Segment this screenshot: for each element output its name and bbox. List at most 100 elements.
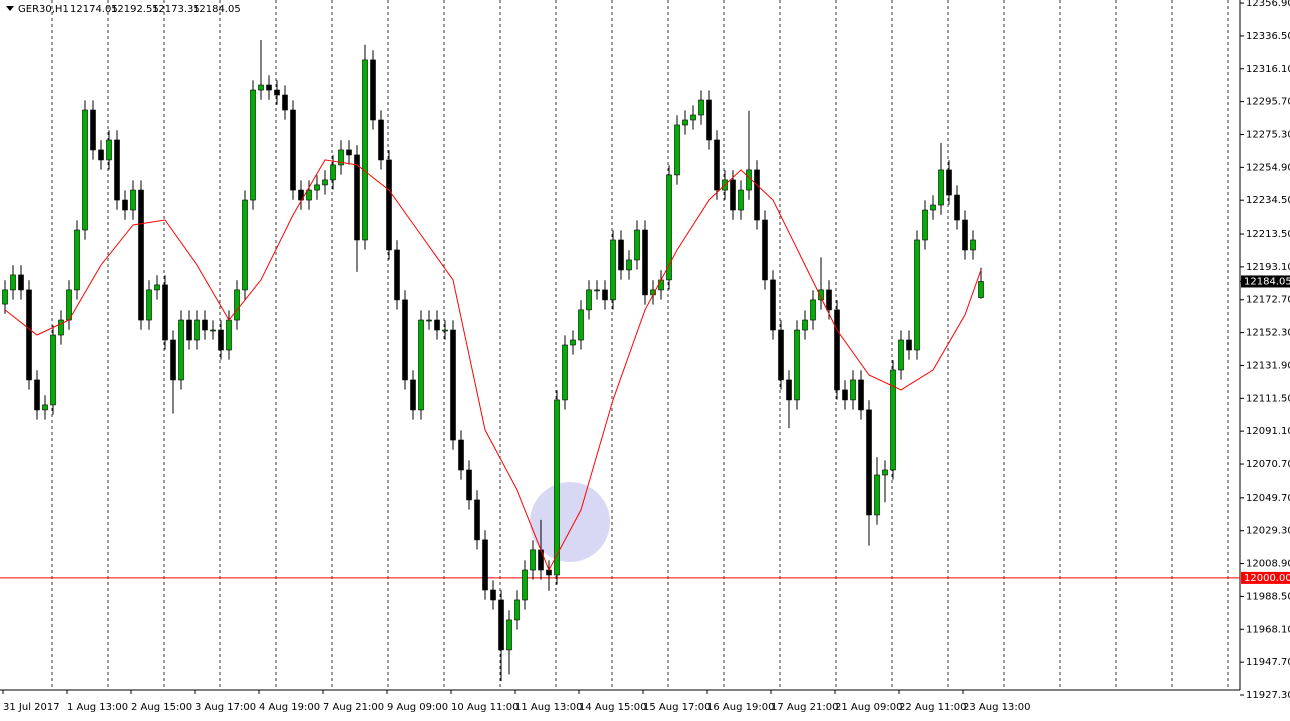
candle-body [50,334,56,406]
candle-body [210,329,216,332]
candle-body [458,439,464,471]
candle-body [306,189,312,201]
candle-body [42,404,48,411]
candle-body [282,94,288,111]
candle-body [426,319,432,322]
candle-body [82,109,88,231]
candle-body [530,549,536,571]
candle-body [786,379,792,401]
candle-body [74,229,80,291]
candle-body [130,189,136,211]
price-box [1241,275,1290,288]
candle-body [98,149,104,161]
candle-body [490,589,496,601]
candle-body [242,199,248,291]
candle-body [906,339,912,351]
candle-body [66,289,72,321]
y-tick-label: 11988.50 [1246,591,1290,602]
candle-body [802,319,808,331]
candle-body [58,319,64,336]
candle-body [634,229,640,261]
header-close: 12184.05 [193,4,241,15]
candle-body [314,184,320,191]
candle-body [674,124,680,176]
candle-body [114,139,120,201]
candle-body [874,474,880,516]
candle-body [658,279,664,291]
y-tick-label: 12070.70 [1246,459,1290,470]
candle-body [882,469,888,476]
candle-body [954,194,960,221]
candle-body [922,209,928,241]
candle-body [754,169,760,221]
x-tick-label: 17 Aug 21:00 [771,702,838,713]
candle-body [138,189,144,321]
candle-body [466,469,472,501]
candle-body [90,109,96,151]
candle-body [714,139,720,191]
candle-body [578,309,584,341]
candle-body [202,319,208,331]
y-tick-label: 12008.90 [1246,559,1290,570]
y-tick-label: 12316.10 [1246,64,1290,75]
price-label: 12184.05 [1244,276,1290,287]
candle-body [690,114,696,121]
x-tick-label: 15 Aug 17:00 [643,702,710,713]
x-tick-label: 14 Aug 15:00 [579,702,646,713]
candle-body [962,219,968,251]
header-low: 12173.35 [152,4,200,15]
y-tick-label: 12213.50 [1246,229,1290,240]
candle-body [834,309,840,391]
candle-body [626,259,632,271]
x-tick-label: 21 Aug 09:00 [835,702,902,713]
candle-body [498,599,504,651]
candle-body [122,199,128,211]
candle-body [146,289,152,321]
x-tick-label: 9 Aug 09:00 [387,702,448,713]
y-tick-label: 11927.30 [1246,690,1290,701]
x-tick-label: 23 Aug 13:00 [963,702,1030,713]
moving-average [4,159,982,572]
candle-body [154,284,160,291]
y-tick-label: 11947.70 [1246,657,1290,668]
y-tick-label: 12193.10 [1246,262,1290,273]
candle-body [386,159,392,251]
candle-body [850,379,856,401]
level-box [1241,571,1290,584]
candle-body [618,239,624,271]
x-tick-label: 4 Aug 19:00 [259,702,320,713]
candle-body [842,389,848,401]
candle-body [346,149,352,156]
candle-body [794,329,800,401]
y-tick-label: 12049.70 [1246,493,1290,504]
candle-body [762,219,768,281]
candle-body [330,164,336,181]
candle-body [914,239,920,351]
y-tick-label: 11968.10 [1246,624,1290,635]
candle-body [666,174,672,281]
candle-body [194,319,200,341]
candle-body [866,409,872,516]
candle-body [826,289,832,311]
candle-body [642,229,648,296]
candle-body [266,84,272,91]
candle-body [250,89,256,201]
x-tick-label: 11 Aug 13:00 [515,702,582,713]
candle-body [682,119,688,126]
candle-body [450,329,456,441]
candle-body [402,299,408,381]
candle-body [770,279,776,331]
candle-body [746,169,752,191]
candle-body [322,179,328,186]
x-tick-label: 31 Jul 2017 [3,702,60,713]
candle-body [170,339,176,381]
candle-body [810,299,816,321]
candle-body [106,139,112,161]
candle-body [370,59,376,121]
header-high: 12192.55 [111,4,159,15]
candle-body [594,289,600,292]
candle-body [290,109,296,191]
